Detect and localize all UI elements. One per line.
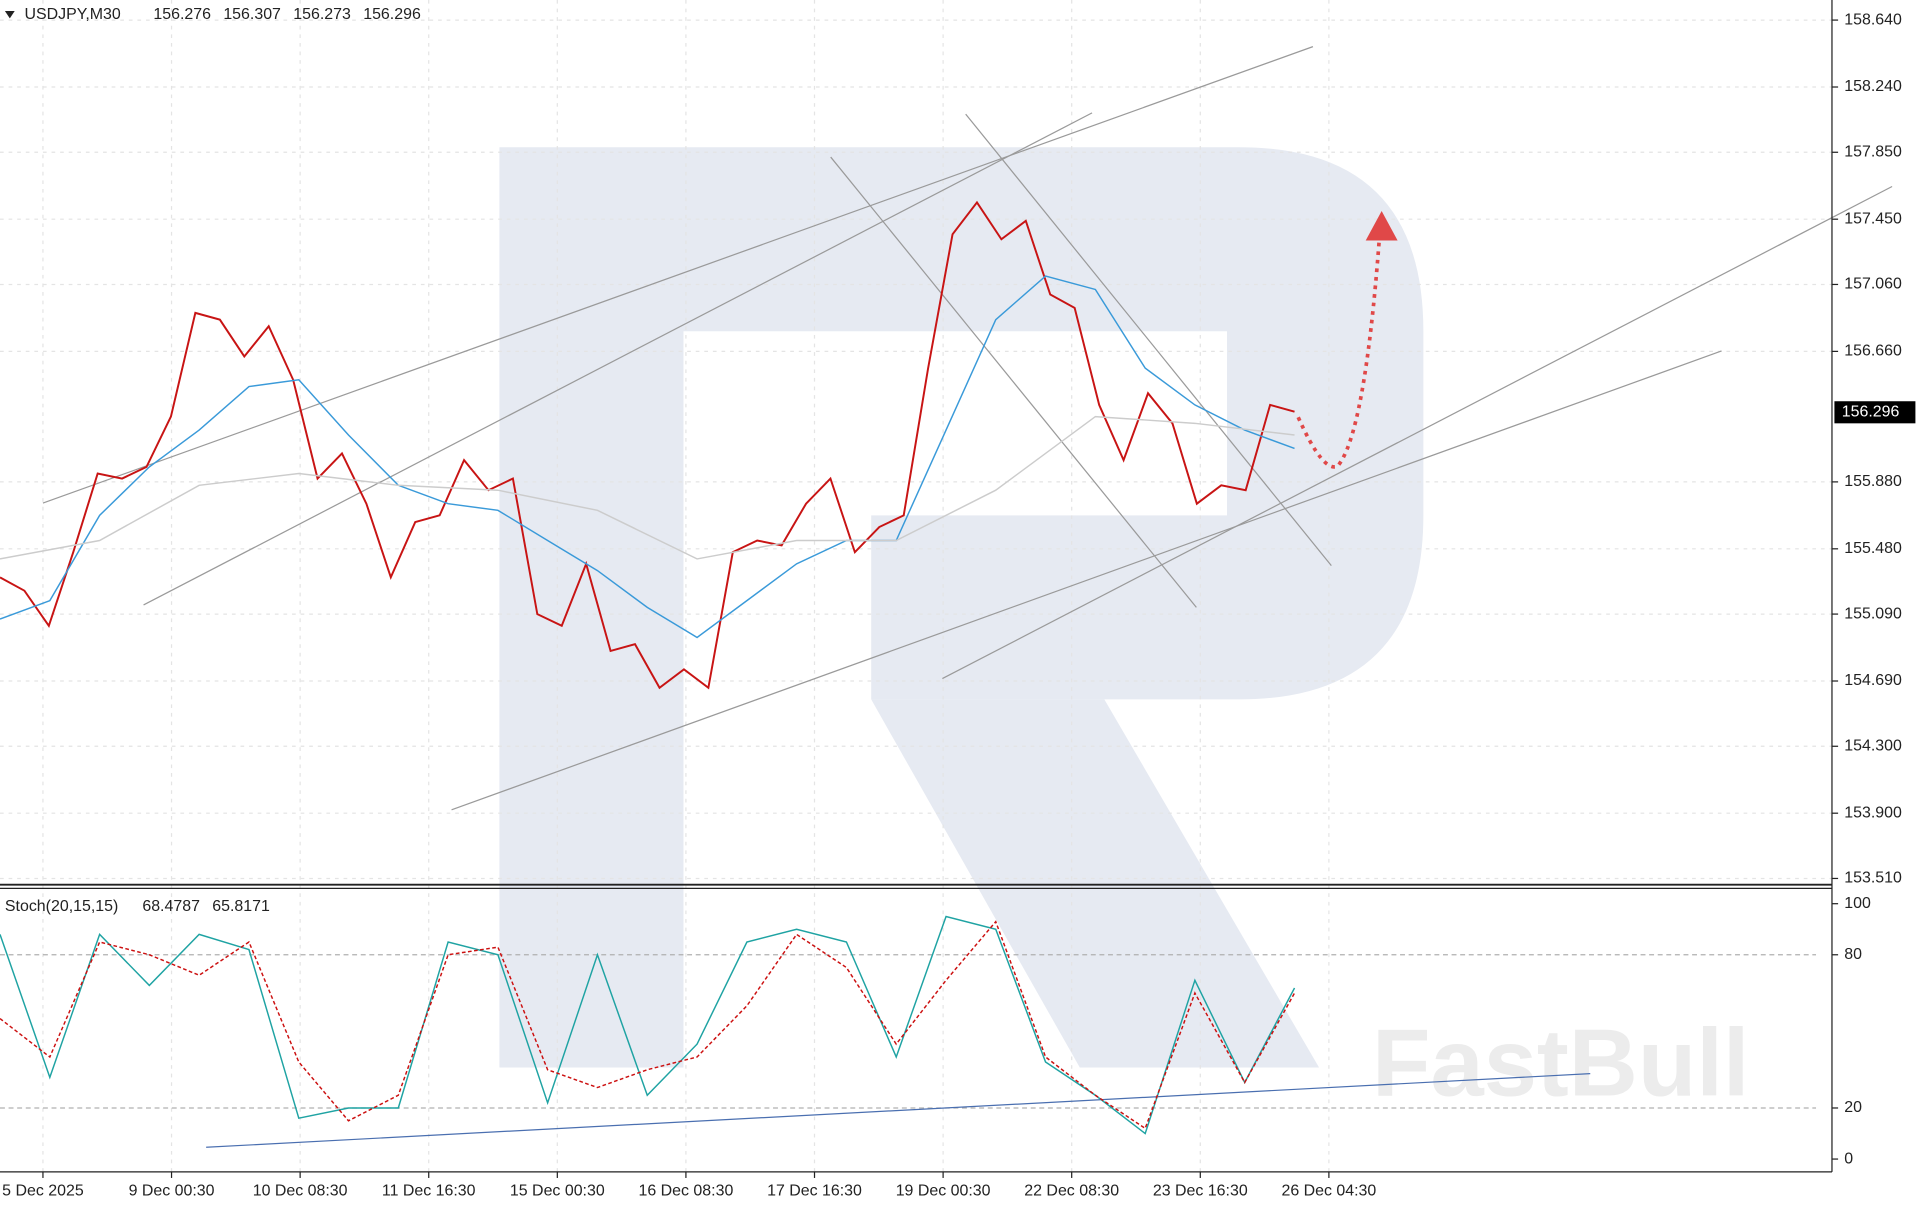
stoch-k: 68.4787	[142, 898, 200, 915]
trend-line	[451, 350, 1722, 811]
watermark-text: FastBull	[1372, 1009, 1749, 1116]
low: 156.273	[293, 6, 351, 23]
series-line	[0, 915, 1296, 1135]
symbol: USDJPY,M30	[25, 6, 121, 23]
y-tick-label: 158.240	[1844, 78, 1902, 95]
y-tick-label: 153.900	[1844, 804, 1902, 821]
forecast	[1296, 211, 1398, 469]
x-tick-label: 23 Dec 16:30	[1153, 1183, 1248, 1200]
series-line	[0, 275, 1295, 639]
y-tick-label: 157.450	[1844, 210, 1902, 227]
y-tick-label: 0	[1844, 1150, 1853, 1167]
plots	[0, 200, 1296, 1135]
x-tick-label: 19 Dec 00:30	[896, 1183, 991, 1200]
y-tick-label: 100	[1844, 895, 1871, 912]
y-tick-label: 20	[1844, 1099, 1862, 1116]
y-tick-label: 154.300	[1844, 737, 1902, 754]
stoch-label: Stoch(20,15,15)	[5, 898, 118, 915]
x-tick-label: 10 Dec 08:30	[253, 1183, 348, 1200]
header: USDJPY,M30 156.276 156.307 156.273 156.2…	[4, 6, 421, 915]
y-tick-label: 154.690	[1844, 672, 1902, 689]
y-tick-label: 157.060	[1844, 276, 1902, 293]
x-tick-label: 17 Dec 16:30	[767, 1183, 862, 1200]
price-tag-label: 156.296	[1842, 404, 1900, 421]
header-icon	[4, 11, 15, 19]
forecast-arrow	[1365, 211, 1398, 241]
y-tick-label: 155.090	[1844, 605, 1902, 622]
open: 156.276	[153, 6, 211, 23]
x-tick-label: 16 Dec 08:30	[639, 1183, 734, 1200]
trend-lines	[42, 46, 1893, 1148]
trend-line	[965, 113, 1332, 567]
y-tick-label: 158.640	[1844, 11, 1902, 28]
trend-line	[143, 112, 1093, 606]
high: 156.307	[223, 6, 281, 23]
close: 156.296	[363, 6, 421, 23]
stoch-trend-line	[206, 1073, 1591, 1148]
x-tick-label: 11 Dec 16:30	[382, 1183, 476, 1200]
y-tick-label: 157.850	[1844, 143, 1902, 160]
series-line	[0, 200, 1295, 690]
watermark-logo	[499, 147, 1424, 1068]
series-line	[0, 920, 1296, 1130]
y-tick-label: 156.660	[1844, 343, 1902, 360]
grid	[0, 0, 1832, 1172]
series-line	[0, 415, 1295, 560]
x-tick-label: 9 Dec 00:30	[129, 1183, 215, 1200]
trend-line	[42, 46, 1314, 504]
trend-line	[830, 156, 1197, 608]
x-tick-label: 22 Dec 08:30	[1024, 1183, 1119, 1200]
y-tick-label: 80	[1844, 946, 1862, 963]
y-tick-label: 153.510	[1844, 870, 1902, 887]
x-tick-label: 26 Dec 04:30	[1281, 1183, 1376, 1200]
trend-line	[942, 185, 1893, 680]
y-tick-label: 155.480	[1844, 540, 1902, 557]
x-tick-label: 5 Dec 2025	[2, 1183, 84, 1200]
x-tick-label: 15 Dec 00:30	[510, 1183, 605, 1200]
price-tag	[1834, 401, 1916, 424]
stoch-d: 65.8171	[212, 898, 270, 915]
y-tick-label: 155.880	[1844, 473, 1902, 490]
